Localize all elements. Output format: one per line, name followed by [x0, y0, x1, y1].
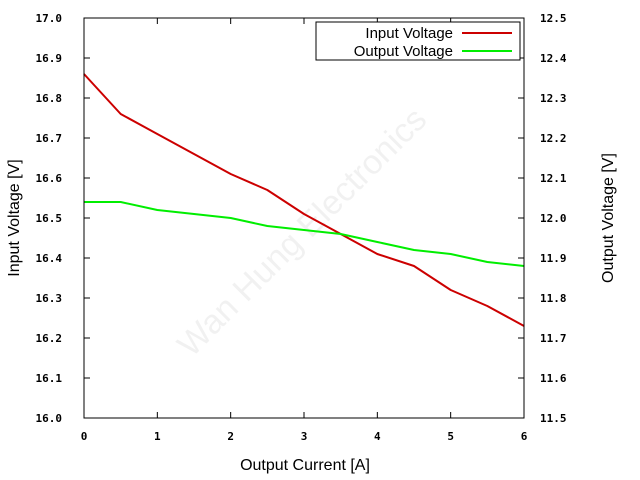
data-point-output-voltage [340, 233, 342, 235]
y-axis-label: Input Voltage [V] [6, 159, 23, 276]
data-point-input-voltage [413, 265, 415, 267]
data-point-input-voltage [266, 189, 268, 191]
y-tick-label: 17.0 [36, 12, 63, 25]
x-tick-label: 5 [447, 430, 454, 443]
legend: Input Voltage Output Voltage [315, 21, 521, 61]
data-point-input-voltage [90, 81, 92, 83]
x-tick-label: 2 [227, 430, 234, 443]
data-point-output-voltage [120, 201, 122, 203]
y-tick-label: 16.2 [36, 332, 63, 345]
y2-tick-label: 11.6 [540, 372, 567, 385]
y2-tick-label: 11.5 [540, 412, 567, 425]
legend-label-input-voltage: Input Voltage [365, 25, 453, 42]
y2-tick-label: 12.3 [540, 92, 567, 105]
y2-tick-label: 12.5 [540, 12, 567, 25]
watermark-text: Wan Hung Electronics [170, 100, 434, 364]
y2-tick-label: 12.1 [540, 172, 567, 185]
y-tick-label: 16.5 [36, 212, 63, 225]
y-tick-label: 16.8 [36, 92, 63, 105]
y-tick-label: 16.7 [36, 132, 63, 145]
y-tick-label: 16.1 [36, 372, 63, 385]
data-point-input-voltage [450, 289, 452, 291]
y-tick-label: 16.6 [36, 172, 63, 185]
y-tick-label: 16.3 [36, 292, 63, 305]
data-point-output-voltage [156, 209, 158, 211]
y2-axis-label: Output Voltage [V] [600, 153, 617, 283]
x-tick-label: 6 [521, 430, 528, 443]
data-point-input-voltage [230, 173, 232, 175]
data-point-input-voltage [156, 133, 158, 135]
x-axis-label: Output Current [A] [240, 457, 370, 474]
x-tick-label: 0 [81, 430, 88, 443]
series-line-input-voltage [83, 73, 525, 327]
data-point-output-voltage [193, 213, 195, 215]
y2-tick-label: 12.0 [540, 212, 567, 225]
y2-tick-label: 11.8 [540, 292, 567, 305]
y-tick-label: 16.9 [36, 52, 63, 65]
data-point-input-voltage [120, 113, 122, 115]
plot-frame [83, 17, 525, 419]
data-point-output-voltage [413, 249, 415, 251]
y2-tick-label: 11.7 [540, 332, 567, 345]
data-point-output-voltage [486, 261, 488, 263]
legend-label-output-voltage: Output Voltage [354, 43, 453, 60]
x-tick-label: 3 [301, 430, 308, 443]
data-point-input-voltage [486, 305, 488, 307]
y-tick-label: 16.0 [36, 412, 63, 425]
data-point-output-voltage [303, 229, 305, 231]
data-point-output-voltage [450, 253, 452, 255]
data-point-input-voltage [303, 213, 305, 215]
data-point-input-voltage [376, 253, 378, 255]
y2-tick-label: 12.2 [540, 132, 567, 145]
y2-tick-label: 11.9 [540, 252, 567, 265]
data-point-input-voltage [193, 153, 195, 155]
legend-box [315, 21, 521, 61]
y2-tick-label: 12.4 [540, 52, 567, 65]
data-point-output-voltage [376, 241, 378, 243]
x-tick-label: 1 [154, 430, 161, 443]
x-tick-label: 4 [374, 430, 381, 443]
data-point-output-voltage [266, 225, 268, 227]
y-tick-label: 16.4 [36, 252, 63, 265]
data-point-output-voltage [230, 217, 232, 219]
